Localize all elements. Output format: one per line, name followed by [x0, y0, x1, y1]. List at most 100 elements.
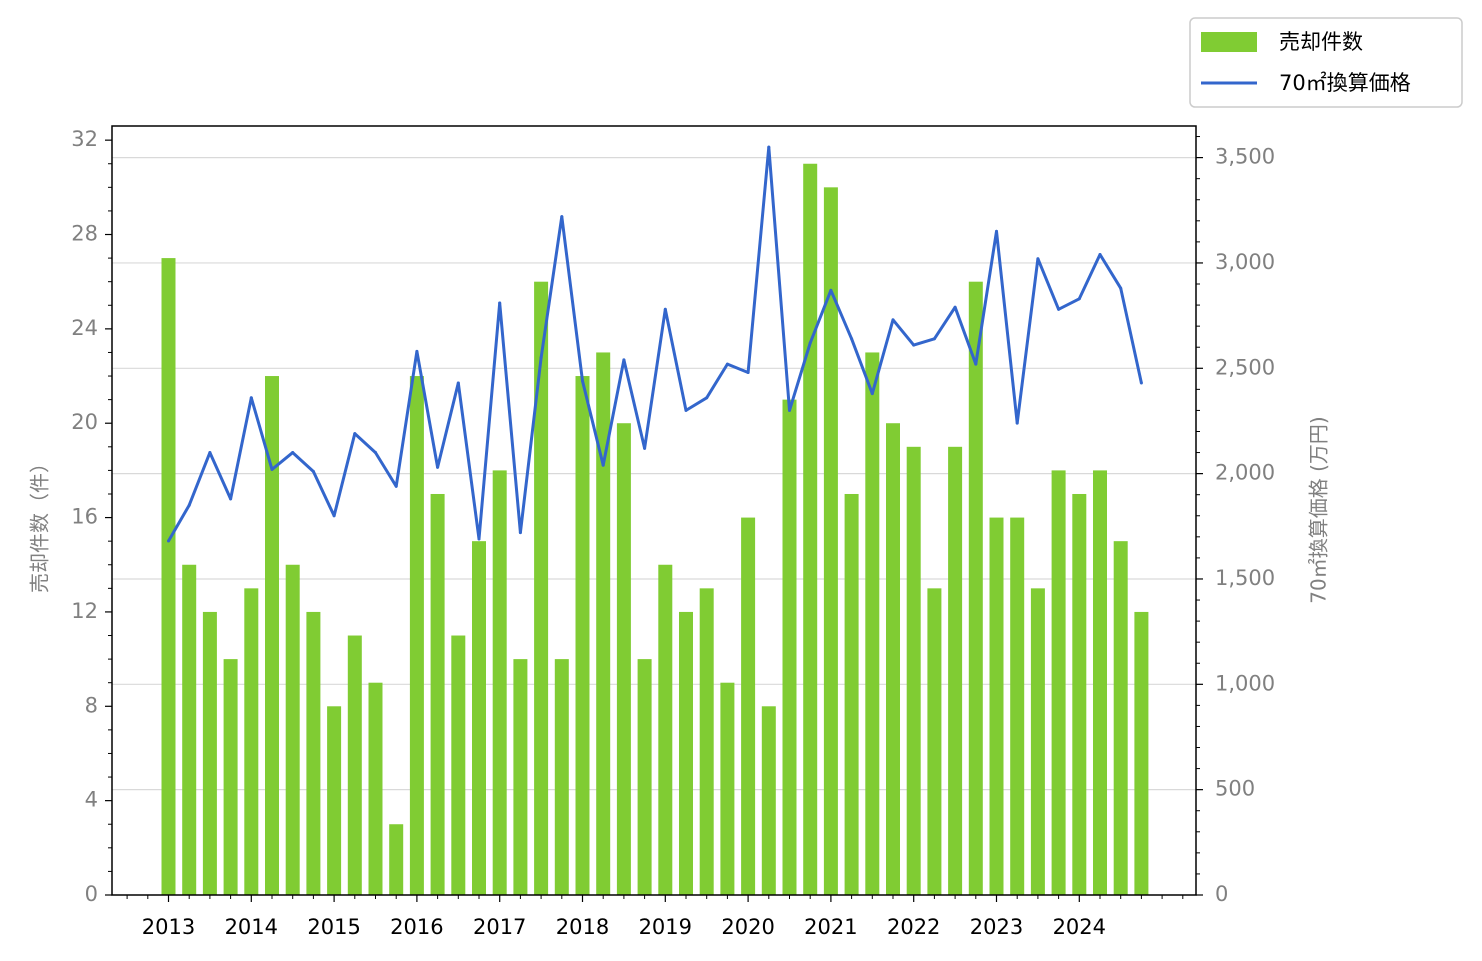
line-point-14 — [456, 381, 460, 385]
legend: 売却件数 70㎡換算価格 — [1189, 17, 1463, 108]
bar-6 — [285, 564, 300, 895]
line-point-4 — [249, 396, 253, 400]
line-point-7 — [311, 470, 315, 474]
plot-frame — [111, 125, 1197, 896]
line-point-29 — [767, 145, 771, 149]
year-label-2013: 2013 — [142, 915, 195, 939]
bar-42 — [1030, 588, 1045, 895]
bar-32 — [823, 187, 838, 895]
bar-34 — [865, 352, 880, 895]
bar-21 — [596, 352, 611, 895]
legend-label-bars: 売却件数 — [1279, 30, 1363, 54]
left-tick-label-6: 24 — [71, 316, 98, 340]
line-point-44 — [1077, 297, 1081, 301]
bar-4 — [244, 588, 259, 895]
bar-33 — [844, 493, 859, 895]
left-tick-label-2: 8 — [85, 693, 98, 717]
line-point-41 — [1015, 421, 1019, 425]
bar-14 — [451, 635, 466, 895]
bar-44 — [1072, 493, 1087, 895]
bar-24 — [658, 564, 673, 895]
right-tick-label-6: 3,000 — [1215, 250, 1275, 274]
bar-9 — [347, 635, 362, 895]
bar-27 — [720, 682, 735, 895]
left-tick-label-8: 32 — [71, 127, 98, 151]
year-label-2023: 2023 — [970, 915, 1023, 939]
bar-series — [161, 163, 1149, 896]
bar-39 — [968, 281, 983, 895]
year-label-2022: 2022 — [887, 915, 940, 939]
line-point-13 — [436, 465, 440, 469]
bar-30 — [782, 399, 797, 895]
line-point-9 — [353, 432, 357, 436]
bar-10 — [368, 682, 383, 895]
line-point-20 — [581, 379, 584, 383]
line-point-11 — [394, 484, 398, 488]
bar-0 — [161, 258, 176, 895]
bar-37 — [927, 588, 942, 895]
line-point-31 — [808, 341, 812, 345]
line-point-32 — [829, 288, 833, 292]
line-point-17 — [518, 531, 522, 535]
right-tick-label-7: 3,500 — [1215, 145, 1275, 169]
line-point-19 — [560, 215, 564, 219]
line-point-24 — [663, 307, 667, 311]
bar-31 — [803, 163, 818, 896]
line-point-0 — [167, 539, 170, 543]
right-tick-label-5: 2,500 — [1215, 355, 1275, 379]
line-series — [167, 145, 1143, 543]
line-point-34 — [870, 392, 874, 396]
bar-29 — [761, 706, 776, 895]
bottom-axis-ticks: 2013 2014 2015 2016 2017 2018 2019 2020 2021 2022… — [126, 895, 1184, 939]
line-point-40 — [995, 229, 998, 233]
bar-1 — [182, 564, 197, 895]
line-point-8 — [332, 514, 336, 518]
bar-40 — [989, 517, 1004, 895]
left-tick-label-3: 12 — [71, 599, 98, 623]
line-point-5 — [270, 467, 274, 471]
right-tick-label-0: 0 — [1215, 882, 1228, 906]
bar-2 — [202, 611, 217, 895]
bar-7 — [306, 611, 321, 895]
bar-8 — [327, 706, 342, 895]
bar-23 — [637, 659, 652, 895]
bar-11 — [389, 824, 404, 895]
year-label-2016: 2016 — [390, 915, 443, 939]
year-label-2017: 2017 — [473, 915, 526, 939]
left-tick-label-0: 0 — [85, 882, 98, 906]
line-point-36 — [912, 343, 916, 347]
bar-26 — [699, 588, 714, 895]
left-axis-ticks: 0 4 8 12 16 20 24 28 32 — [71, 127, 112, 906]
right-tick-label-1: 500 — [1215, 777, 1255, 801]
legend-label-line: 70㎡換算価格 — [1279, 71, 1411, 95]
line-point-6 — [291, 451, 295, 455]
bar-28 — [741, 517, 756, 895]
bar-46 — [1113, 541, 1128, 895]
line-point-3 — [229, 497, 233, 501]
line-point-15 — [477, 537, 481, 541]
year-label-2021: 2021 — [804, 915, 857, 939]
line-point-26 — [705, 396, 709, 400]
legend-swatch-bars — [1201, 32, 1257, 52]
line-point-45 — [1098, 253, 1102, 257]
bar-47 — [1134, 611, 1149, 895]
bar-43 — [1051, 470, 1066, 895]
line-point-47 — [1139, 381, 1143, 385]
bar-16 — [492, 470, 507, 895]
year-label-2020: 2020 — [721, 915, 774, 939]
year-label-2019: 2019 — [639, 915, 692, 939]
left-tick-label-1: 4 — [85, 788, 98, 812]
year-label-2014: 2014 — [225, 915, 278, 939]
right-tick-label-2: 1,000 — [1215, 671, 1275, 695]
line-point-2 — [208, 451, 212, 455]
line-point-30 — [788, 408, 791, 412]
bar-20 — [575, 376, 590, 895]
line-point-21 — [601, 463, 605, 467]
line-point-16 — [498, 301, 502, 305]
year-label-2018: 2018 — [556, 915, 609, 939]
year-label-2015: 2015 — [307, 915, 360, 939]
bar-13 — [430, 493, 445, 895]
line-point-43 — [1057, 307, 1061, 311]
left-tick-label-5: 20 — [71, 410, 98, 434]
